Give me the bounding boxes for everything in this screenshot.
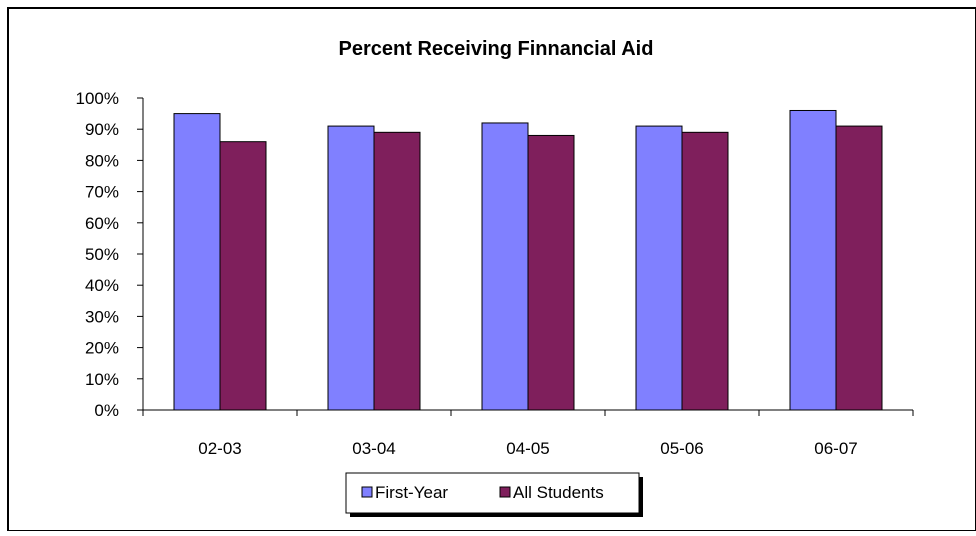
bar-all-students-03-04 [373, 131, 421, 411]
bar-all-students-05-06 [681, 131, 729, 411]
legend-label: All Students [513, 483, 604, 502]
bar-first-year-04-05 [481, 122, 529, 411]
bar-first-year-06-07 [789, 109, 837, 411]
bar-all-students-04-05 [527, 134, 575, 411]
y-tick-label: 70% [85, 183, 119, 202]
y-tick-label: 60% [85, 214, 119, 233]
legend: First-Year All Students [345, 472, 643, 517]
bar-all-students-06-07 [835, 125, 883, 411]
x-tick-label: 05-06 [660, 439, 703, 458]
x-tick-label: 03-04 [352, 439, 395, 458]
bar-first-year-03-04 [327, 125, 375, 411]
legend-label: First-Year [375, 483, 448, 502]
x-tick-label: 04-05 [506, 439, 549, 458]
plot-area: 0% 10% 20% 30% 40% 50% 60% 70% 80% 90% 100% 02-03 03… [76, 89, 914, 458]
y-tick-label: 50% [85, 245, 119, 264]
legend-swatch [499, 486, 511, 498]
y-tick-label: 80% [85, 151, 119, 170]
chart-title: Percent Receiving Finnancial Aid [339, 38, 654, 60]
y-tick-label: 20% [85, 339, 119, 358]
y-tick-label: 90% [85, 120, 119, 139]
bar-first-year-02-03 [173, 113, 221, 411]
y-tick-label: 10% [85, 370, 119, 389]
y-tick-label: 40% [85, 276, 119, 295]
x-tick-label: 06-07 [814, 439, 857, 458]
y-tick-label: 30% [85, 307, 119, 326]
y-tick-label: 100% [76, 89, 119, 108]
bar-first-year-05-06 [635, 125, 683, 411]
legend-box [345, 472, 640, 514]
bar-all-students-02-03 [219, 141, 267, 411]
legend-swatch [361, 486, 373, 498]
x-tick-label: 02-03 [198, 439, 241, 458]
y-tick-label: 0% [94, 401, 119, 420]
